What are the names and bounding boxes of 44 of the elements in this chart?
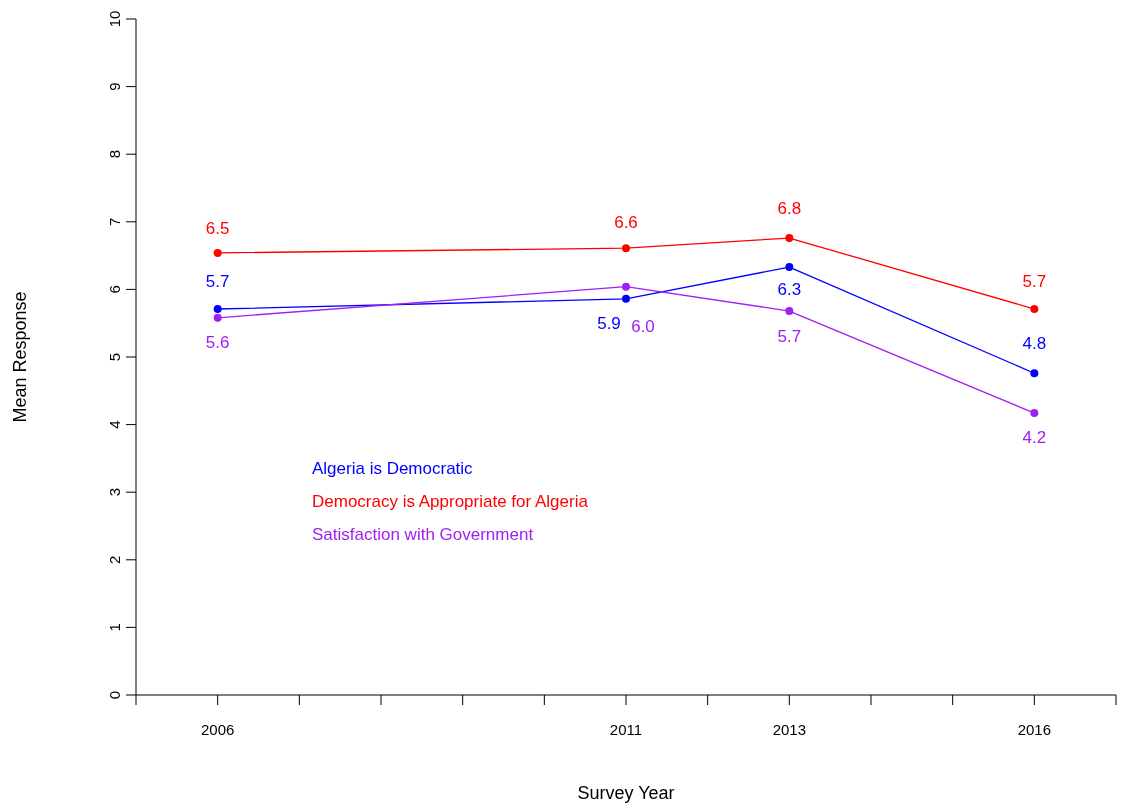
y-tick-label: 9	[106, 82, 123, 91]
data-label: 5.9	[597, 314, 621, 334]
y-tick-label: 6	[106, 285, 123, 294]
data-label: 5.7	[777, 326, 802, 346]
text: Democracy is Appropriate for Algeria	[312, 490, 588, 513]
data-label: 4.8	[1022, 333, 1047, 353]
point	[785, 307, 794, 316]
point	[1030, 409, 1039, 418]
y-tick-label: 2	[106, 555, 123, 564]
point	[213, 305, 222, 313]
y-tick-label: 10	[106, 10, 123, 28]
point	[213, 248, 222, 257]
point	[622, 294, 630, 303]
x-axis-title: Survey Year	[577, 783, 675, 803]
point	[785, 263, 794, 272]
y-tick-label: 5	[106, 352, 123, 362]
x-tick-label: 2016	[1017, 721, 1052, 738]
x-tick-label: 2006	[200, 721, 235, 738]
data-label: 6.8	[777, 198, 802, 218]
point	[1030, 305, 1039, 313]
y-tick-label: 3	[106, 488, 123, 497]
y-tick-label: 1	[106, 623, 123, 632]
y-tick-label: 4	[106, 420, 123, 429]
x-tick-label: 2011	[609, 721, 643, 738]
y-tick-label: 7	[106, 217, 123, 226]
point	[785, 234, 794, 243]
data-label: 6.3	[777, 279, 802, 299]
point	[622, 244, 630, 253]
data-label: 5.6	[205, 333, 230, 353]
y-tick-label: 0	[106, 690, 123, 700]
data-label: 5.7	[205, 272, 230, 292]
data-label: 5.7	[1022, 272, 1047, 292]
y-tick-label: 8	[106, 150, 123, 159]
text: Algeria is Democratic	[312, 457, 474, 480]
point	[1030, 369, 1039, 378]
data-label: 4.2	[1022, 427, 1047, 447]
point	[213, 313, 222, 322]
text: Satisfaction with Government	[312, 523, 535, 546]
point	[622, 282, 630, 291]
y-axis-title: Mean Response	[10, 291, 31, 423]
data-label: 6.0	[631, 317, 655, 337]
data-label: 6.5	[205, 219, 230, 239]
x-tick-label: 2013	[772, 721, 807, 738]
data-label: 6.6	[614, 212, 638, 232]
